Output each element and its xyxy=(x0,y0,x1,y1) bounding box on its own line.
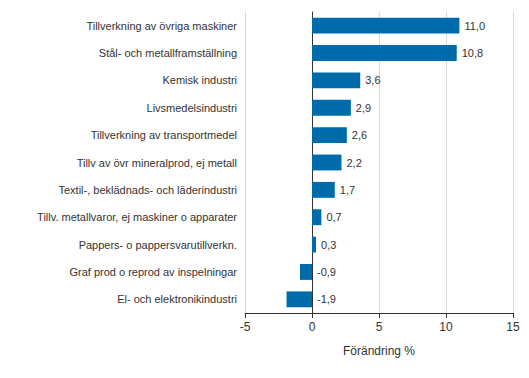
svg-text:Stål- och metallframställning: Stål- och metallframställning xyxy=(99,47,237,59)
svg-text:-1,9: -1,9 xyxy=(317,293,336,305)
svg-text:Tillverkning av övriga maskine: Tillverkning av övriga maskiner xyxy=(86,20,237,32)
svg-text:2,6: 2,6 xyxy=(352,129,367,141)
svg-text:Tillverkning av transportmedel: Tillverkning av transportmedel xyxy=(91,129,237,141)
svg-text:-0,9: -0,9 xyxy=(317,266,336,278)
svg-text:2,9: 2,9 xyxy=(356,102,371,114)
svg-text:0,7: 0,7 xyxy=(326,211,341,223)
svg-text:-5: -5 xyxy=(240,320,251,334)
svg-text:15: 15 xyxy=(506,320,520,334)
svg-text:3,6: 3,6 xyxy=(365,74,380,86)
svg-text:Tillv. metallvaror, ej maskine: Tillv. metallvaror, ej maskiner o appara… xyxy=(37,211,237,223)
svg-text:El- och elektronikindustri: El- och elektronikindustri xyxy=(117,293,237,305)
svg-text:Graf prod o reprod av inspelni: Graf prod o reprod av inspelningar xyxy=(69,266,237,278)
svg-text:5: 5 xyxy=(376,320,383,334)
svg-text:0: 0 xyxy=(309,320,316,334)
svg-text:Pappers- o pappersvarutillverk: Pappers- o pappersvarutillverkn. xyxy=(79,239,237,251)
svg-text:Tillv av övr mineralprod, ej m: Tillv av övr mineralprod, ej metall xyxy=(77,157,237,169)
svg-text:0,3: 0,3 xyxy=(321,239,336,251)
svg-text:Kemisk industri: Kemisk industri xyxy=(162,74,237,86)
svg-text:10: 10 xyxy=(439,320,453,334)
svg-text:1,7: 1,7 xyxy=(340,184,355,196)
svg-text:11,0: 11,0 xyxy=(464,20,485,32)
svg-text:10,8: 10,8 xyxy=(462,47,483,59)
svg-text:Textil-, beklädnads- och läder: Textil-, beklädnads- och läderindustri xyxy=(58,184,237,196)
svg-text:2,2: 2,2 xyxy=(346,157,361,169)
svg-text:Livsmedelsindustri: Livsmedelsindustri xyxy=(147,102,237,114)
svg-text:Förändring %: Förändring % xyxy=(343,344,415,358)
